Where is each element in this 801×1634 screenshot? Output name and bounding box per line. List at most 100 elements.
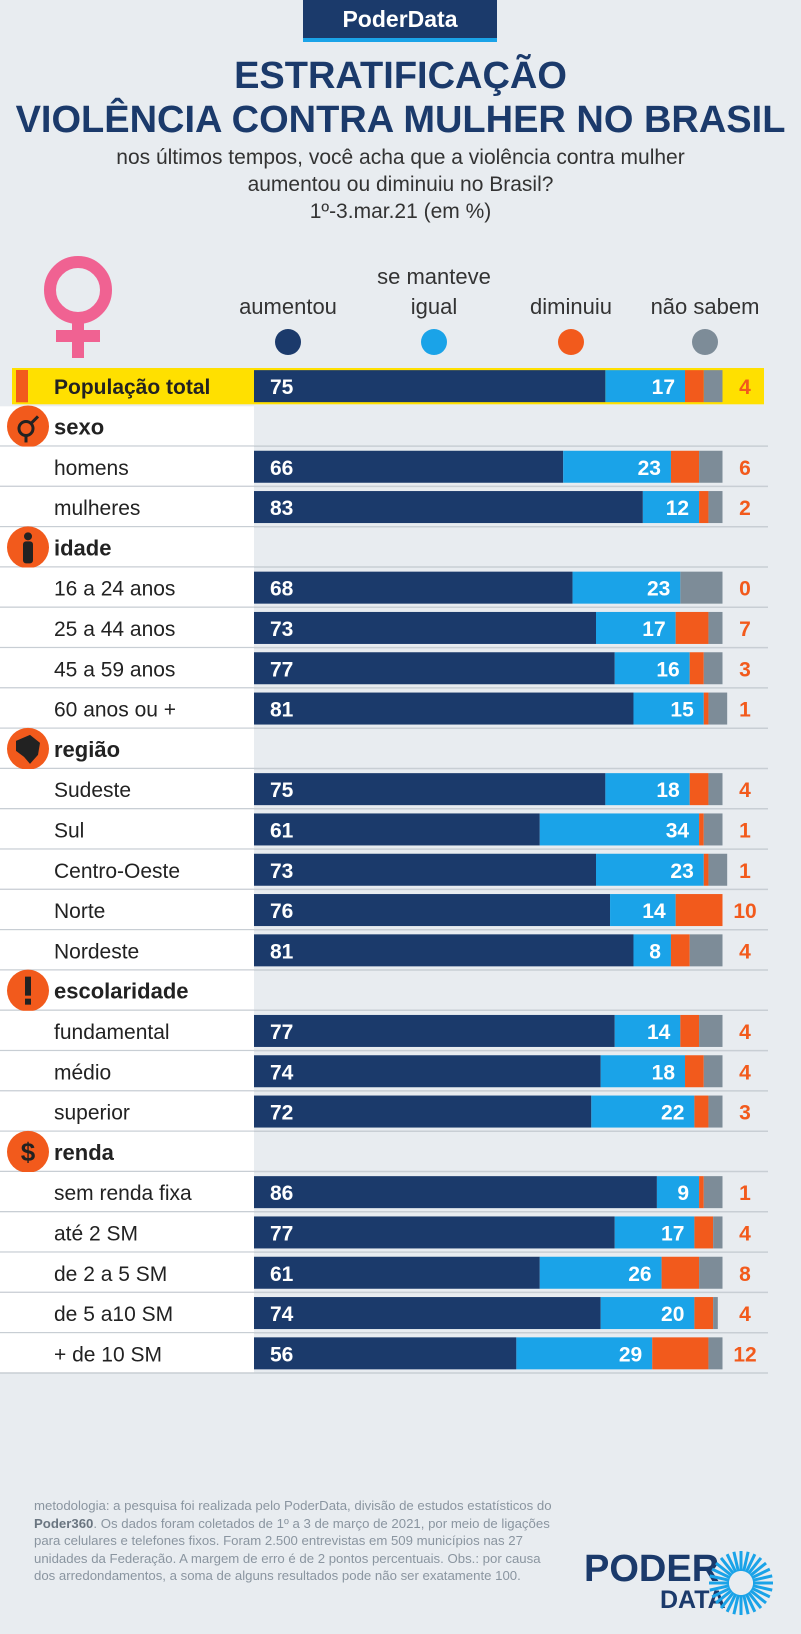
bar-segment-diminuiu bbox=[699, 813, 704, 846]
bar-segment-diminuiu bbox=[694, 1297, 714, 1330]
value-label-aumentou: 77 bbox=[270, 658, 293, 681]
bar-segment-aumentou bbox=[254, 652, 615, 685]
dollar-glyph: $ bbox=[21, 1137, 36, 1167]
row-label-bg bbox=[0, 567, 254, 608]
bar-segment-nao-sabem bbox=[708, 773, 723, 806]
value-label-diminuiu: 1 bbox=[739, 1182, 751, 1205]
legend-label-aumentou: aumentou bbox=[239, 294, 337, 319]
value-label-igual: 22 bbox=[661, 1102, 684, 1125]
subtitle-line1: nos últimos tempos, você acha que a viol… bbox=[116, 146, 685, 169]
logo-poder: PODER bbox=[584, 1548, 720, 1590]
bar-segment-diminuiu bbox=[685, 1055, 704, 1088]
row-label: até 2 SM bbox=[54, 1222, 138, 1245]
legend-dot-igual bbox=[421, 329, 447, 355]
sunburst-ray bbox=[744, 1553, 757, 1573]
row-label-bg bbox=[0, 769, 254, 810]
value-label-igual: 9 bbox=[677, 1182, 689, 1205]
value-label-aumentou: 86 bbox=[270, 1182, 293, 1205]
row-label: Nordeste bbox=[54, 940, 139, 963]
value-label-igual: 34 bbox=[666, 819, 690, 842]
value-label-diminuiu: 3 bbox=[739, 1102, 751, 1125]
bar-segment-nao-sabem bbox=[713, 1216, 723, 1249]
value-label-igual: 26 bbox=[628, 1263, 651, 1286]
legend-dot-nao-sabem bbox=[692, 329, 718, 355]
bar-segment-igual bbox=[605, 370, 686, 403]
legend-label-igual-line1: se manteve bbox=[377, 264, 491, 289]
sunburst-ray bbox=[732, 1551, 740, 1572]
row-label-bg bbox=[0, 1091, 254, 1132]
value-label-igual: 23 bbox=[647, 578, 670, 601]
bar-segment-diminuiu bbox=[689, 773, 709, 806]
group-label: região bbox=[54, 737, 120, 762]
sunburst-ray bbox=[725, 1553, 738, 1573]
methodology-note: metodologia: a pesquisa foi realizada pe… bbox=[34, 1497, 564, 1585]
legend-label-diminuiu: diminuiu bbox=[530, 294, 612, 319]
bar-segment-nao-sabem bbox=[703, 370, 723, 403]
value-label-igual: 15 bbox=[670, 699, 694, 722]
bar-segment-aumentou bbox=[254, 1256, 540, 1289]
bar-segment-igual bbox=[596, 853, 704, 886]
row-label-bg bbox=[0, 648, 254, 689]
sunburst-ray bbox=[749, 1561, 767, 1577]
row-label-bg bbox=[0, 1333, 254, 1374]
value-label-aumentou: 81 bbox=[270, 699, 294, 722]
value-label-diminuiu: 4 bbox=[739, 940, 751, 963]
value-label-aumentou: 56 bbox=[270, 1343, 293, 1366]
bar-segment-diminuiu bbox=[680, 1014, 700, 1047]
value-label-diminuiu: 4 bbox=[739, 779, 751, 802]
row-label: médio bbox=[54, 1061, 111, 1084]
value-label-aumentou: 72 bbox=[270, 1102, 293, 1125]
subtitle-line2: aumentou ou diminuiu no Brasil? bbox=[247, 173, 554, 196]
group-label: renda bbox=[54, 1140, 115, 1165]
value-label-aumentou: 73 bbox=[270, 618, 293, 641]
value-label-igual: 17 bbox=[661, 1222, 684, 1245]
legend-dot-aumentou bbox=[275, 329, 301, 355]
bar-segment-nao-sabem bbox=[708, 491, 723, 524]
bar-segment-aumentou bbox=[254, 491, 643, 524]
value-label-aumentou: 75 bbox=[270, 376, 294, 399]
value-label-diminuiu: 8 bbox=[739, 1263, 751, 1286]
bar-segment-igual bbox=[516, 1337, 653, 1370]
person-icon-body bbox=[23, 541, 33, 564]
value-label-igual: 12 bbox=[666, 497, 689, 520]
row-label-bg bbox=[0, 889, 254, 931]
row-label-bg bbox=[0, 486, 254, 528]
bar-segment-igual bbox=[596, 611, 676, 644]
value-label-igual: 18 bbox=[652, 1061, 676, 1084]
row-label-bg bbox=[0, 809, 254, 850]
bar-segment-igual bbox=[614, 652, 690, 685]
bar-segment-igual bbox=[605, 773, 690, 806]
value-label-diminuiu: 2 bbox=[739, 497, 751, 520]
value-label-aumentou: 76 bbox=[270, 900, 293, 923]
value-label-diminuiu: 4 bbox=[739, 1021, 751, 1044]
bar-segment-nao-sabem bbox=[699, 1014, 723, 1047]
bar-segment-diminuiu bbox=[675, 611, 709, 644]
bar-segment-nao-sabem bbox=[703, 652, 723, 685]
bar-segment-aumentou bbox=[254, 1095, 592, 1128]
group-label: sexo bbox=[54, 414, 104, 439]
bar-segment-diminuiu bbox=[685, 370, 704, 403]
bar-segment-diminuiu bbox=[694, 1216, 714, 1249]
bar-segment-aumentou bbox=[254, 1297, 601, 1330]
bar-segment-nao-sabem bbox=[708, 853, 728, 886]
row-label: + de 10 SM bbox=[54, 1343, 162, 1366]
subtitle-line3: 1º-3.mar.21 (em %) bbox=[309, 200, 492, 223]
bar-segment-diminuiu bbox=[703, 692, 709, 725]
person-icon-head bbox=[24, 532, 32, 541]
gender-icon bbox=[7, 405, 49, 448]
sunburst-ray bbox=[732, 1594, 740, 1615]
sunburst-ray bbox=[749, 1589, 767, 1605]
sunburst-ray bbox=[752, 1574, 773, 1582]
sunburst-ray bbox=[751, 1586, 771, 1599]
value-label-igual: 18 bbox=[656, 779, 680, 802]
chart-title-line1: ESTRATIFICAÇÃO bbox=[234, 55, 567, 97]
value-label-diminuiu: 4 bbox=[739, 376, 751, 399]
sunburst-ray bbox=[709, 1584, 730, 1592]
bar-segment-nao-sabem bbox=[699, 1256, 723, 1289]
bar-segment-aumentou bbox=[254, 1055, 601, 1088]
sunburst-ray bbox=[709, 1574, 730, 1582]
value-label-aumentou: 77 bbox=[270, 1021, 293, 1044]
exclamation-bar bbox=[25, 976, 31, 996]
row-label: de 5 a10 SM bbox=[54, 1303, 173, 1326]
exclamation-dot bbox=[25, 998, 31, 1005]
